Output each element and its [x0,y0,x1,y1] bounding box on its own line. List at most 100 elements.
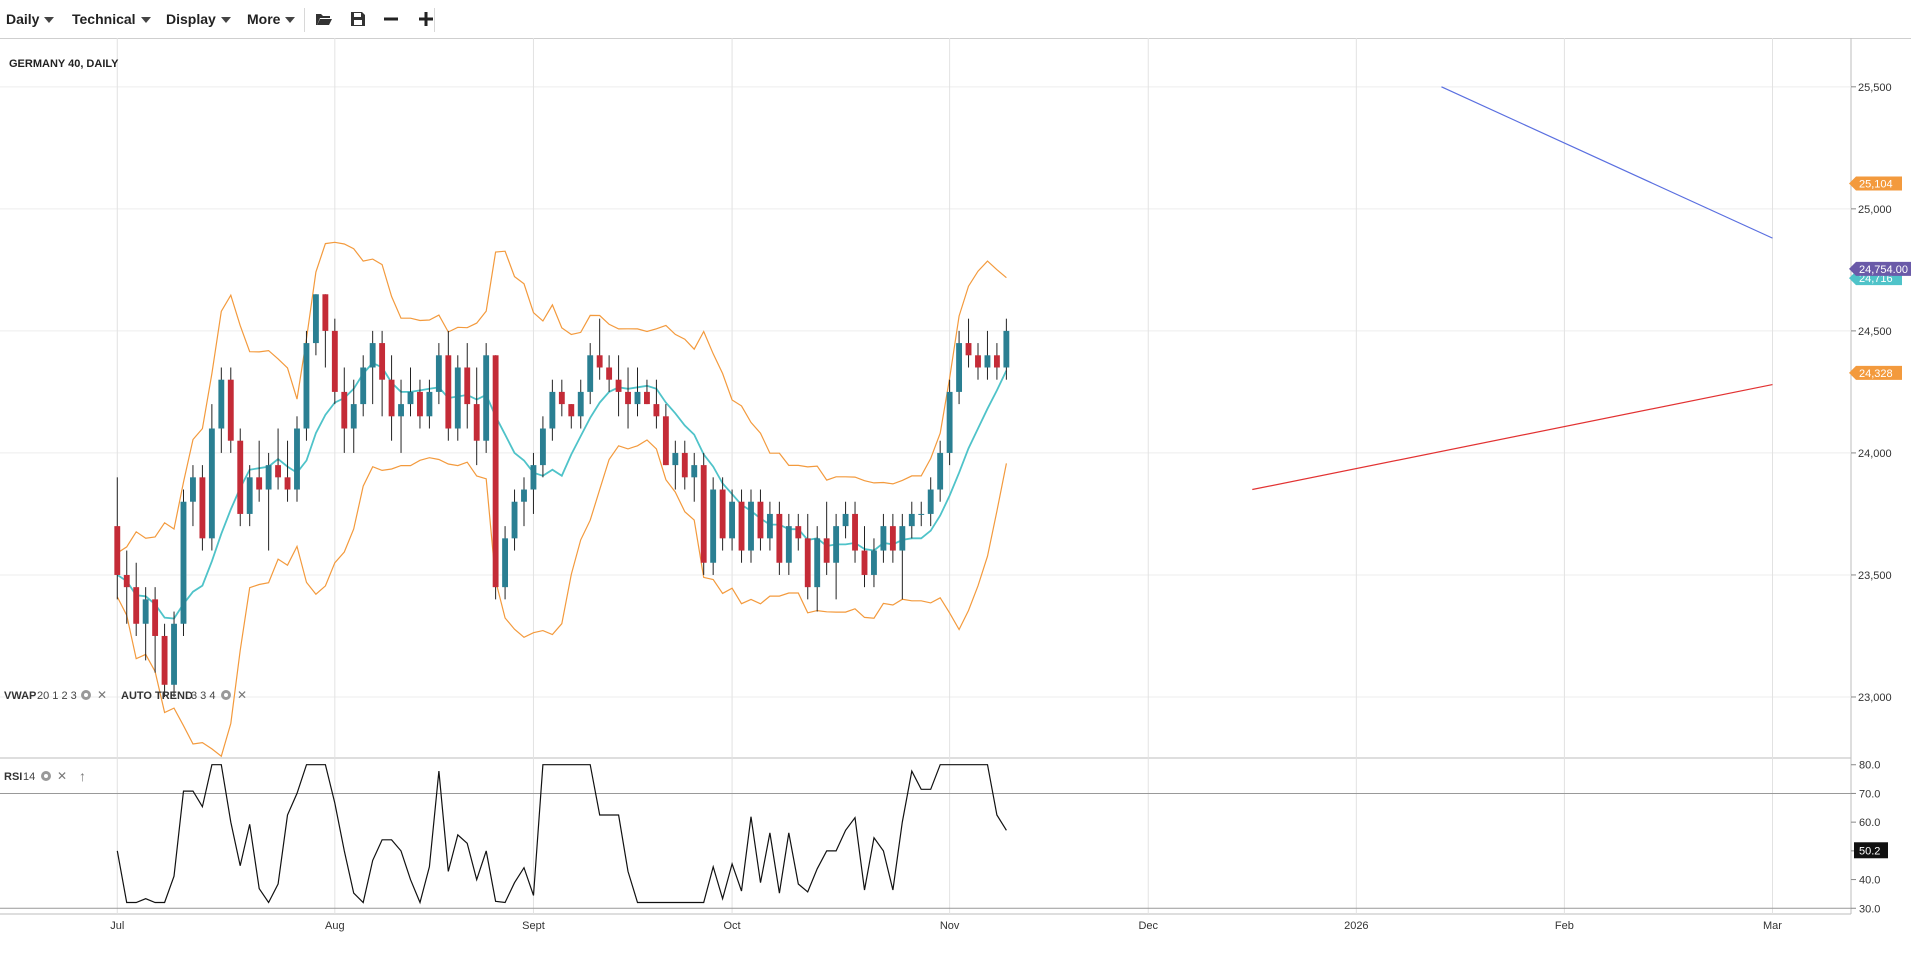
candle-body [208,428,215,539]
candle-body [908,513,915,527]
price-tick-label: 24,500 [1858,326,1892,338]
rsi-tick-label: 60.0 [1859,817,1880,829]
rsi-tick-label: 30.0 [1859,903,1880,915]
candle-body [123,574,130,588]
vwap-label: VWAP [4,690,36,702]
candle-body [322,294,329,331]
period-menu[interactable]: Daily [6,0,55,38]
month-label: Oct [724,920,741,932]
candle-body [417,391,423,417]
candle-body [937,452,944,490]
candle-body [681,452,688,478]
candle-body [350,404,357,429]
display-menu[interactable]: Display [166,0,231,38]
candle-body [133,587,140,624]
candle-body [521,489,527,502]
month-label: 2026 [1344,920,1368,932]
candle-body [407,391,414,405]
candle-body [454,367,461,429]
candle-body [511,501,518,539]
candle-body [814,538,821,588]
candle-body [880,526,887,551]
candle-body [369,343,376,368]
zoom-out-button[interactable] [377,5,405,33]
rsi-period: 14 [23,771,35,783]
open-folder-button[interactable] [310,5,338,33]
technical-menu[interactable]: Technical [72,0,151,38]
candle-body [284,477,291,490]
auto-trend-params: 3 3 4 [191,690,215,702]
candle-body [804,538,811,588]
candle-body [984,355,991,368]
candle-body [606,367,613,380]
candle-body [227,379,234,441]
candle-body [426,391,433,417]
candle-body [653,404,660,417]
candle-body [303,343,310,429]
candle-body [246,477,253,514]
candle-body [965,343,972,356]
toolbar-divider [304,8,305,32]
month-label: Nov [940,920,960,932]
zoom-in-button[interactable] [412,5,440,33]
gear-icon[interactable] [41,771,51,781]
candle-body [256,477,263,490]
gear-icon[interactable] [221,690,231,700]
chevron-down-icon [140,17,151,23]
month-label: Dec [1138,920,1158,932]
upper-band-price-tag: 25,104 [1849,176,1902,191]
svg-text:24,328: 24,328 [1859,368,1893,380]
vwap-legend: VWAP 20 1 2 3 ✕ [4,688,107,702]
candle-body [927,489,934,514]
candle-body [341,391,348,429]
candle-body [530,465,537,490]
chevron-down-icon [285,17,296,23]
candle-body [634,391,641,405]
save-icon [351,12,365,26]
plus-icon [419,12,433,26]
auto-trend-lines [1252,86,1773,491]
close-icon[interactable]: ✕ [97,688,107,702]
time-axis: Jul Aug Sept Oct Nov Dec 2026 Feb Mar [110,920,1782,932]
candle-body [738,501,745,551]
candle-body [142,599,149,624]
candle-body [766,513,773,539]
resistance-trend-line [1441,86,1773,239]
month-label: Jul [110,920,124,932]
candle-body [710,489,717,563]
upper-band-line [116,241,1007,554]
candle-body [502,538,509,588]
candle-body [776,513,783,563]
candle-body [312,294,319,344]
candle-body [568,404,575,417]
candle-body [388,379,395,417]
close-icon[interactable]: ✕ [237,688,247,702]
price-chart[interactable]: 25,500 25,000 24,500 24,000 23,500 23,000 25,1… [0,38,1911,970]
more-menu[interactable]: More [247,0,296,38]
month-label: Feb [1555,920,1574,932]
candle-body [719,489,726,539]
technical-label: Technical [72,11,136,27]
candle-body [379,343,386,380]
toolbar: Daily Technical Display More [0,0,1911,39]
close-icon[interactable]: ✕ [57,769,67,783]
auto-trend-legend: AUTO TREND 3 3 4 ✕ [121,688,247,702]
candle-body [956,343,963,392]
candle-body [833,526,840,563]
lower-band-line [116,439,1007,758]
arrow-up-icon[interactable]: ↑ [79,768,86,784]
candle-body [795,526,802,539]
candle-body [587,355,594,392]
candle-body [558,391,565,405]
save-button[interactable] [344,5,372,33]
candle-body [596,355,603,368]
gear-icon[interactable] [81,690,91,700]
candle-body [691,465,698,478]
candle-body [644,391,650,405]
svg-text:24,716: 24,716 [1859,273,1893,285]
price-tick-label: 23,000 [1858,692,1892,704]
price-tick-label: 25,500 [1858,82,1892,94]
candle-body [899,526,906,551]
price-tick-label: 25,000 [1858,204,1892,216]
candle-body [180,501,187,624]
